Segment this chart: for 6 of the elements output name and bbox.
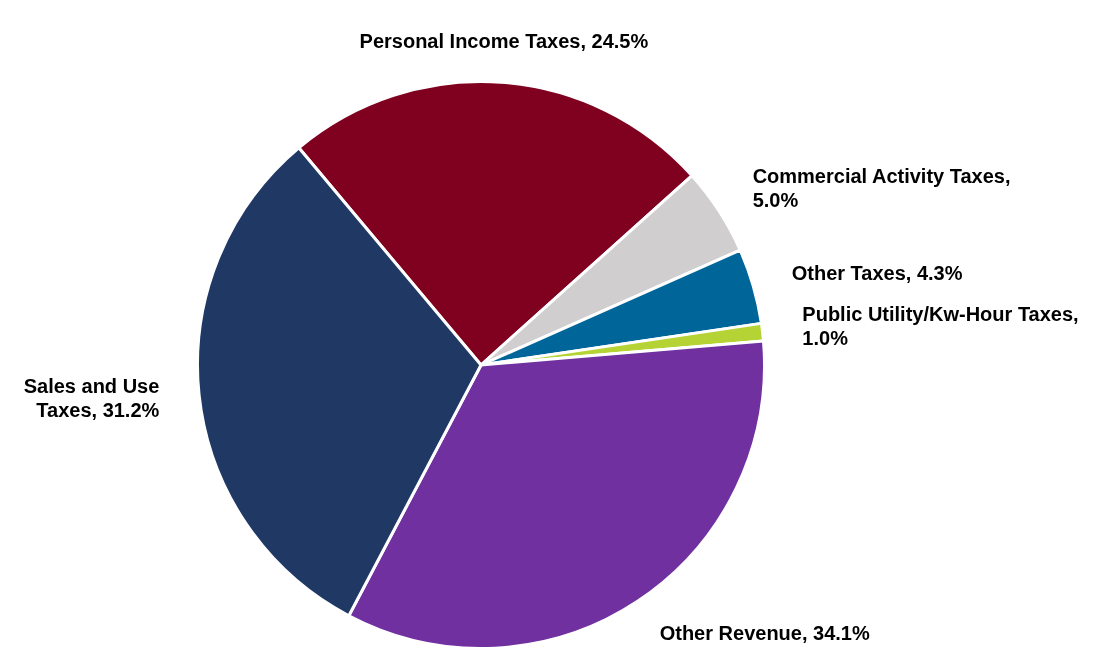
- slice-label: Public Utility/Kw-Hour Taxes, 1.0%: [802, 303, 1079, 350]
- slice-label: Sales and Use Taxes, 31.2%: [23, 374, 160, 421]
- slice-label: Other Taxes, 4.3%: [791, 262, 963, 285]
- slice-label: Commercial Activity Taxes, 5.0%: [752, 164, 1011, 211]
- slice-label: Other Revenue, 34.1%: [659, 622, 870, 645]
- slice-label: Personal Income Taxes, 24.5%: [359, 29, 649, 52]
